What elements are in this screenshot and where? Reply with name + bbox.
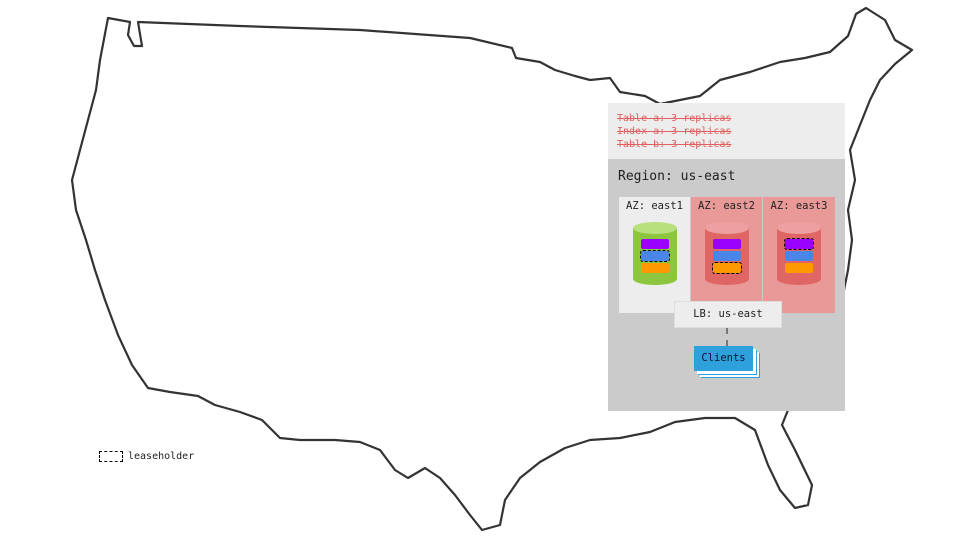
replica-orange-leaseholder — [712, 262, 742, 274]
connector-line — [726, 328, 728, 346]
database-icon — [633, 222, 677, 285]
legend: leaseholder — [99, 451, 194, 462]
clients-box: Clients — [694, 346, 753, 371]
table-item: Table b: 3 replicas — [617, 139, 732, 150]
replica-purple-leaseholder — [784, 238, 814, 250]
leaseholder-dashed-box-icon — [99, 451, 123, 462]
replica-blue — [785, 251, 813, 261]
table-item: Table a: 3 replicas — [617, 113, 732, 124]
replica-orange — [785, 263, 813, 273]
legend-label: leaseholder — [128, 451, 195, 462]
region-panel: Table a: 3 replicas Index a: 3 replicas … — [608, 103, 845, 411]
database-icon — [777, 222, 821, 285]
replica-orange — [641, 263, 669, 273]
az-east3: AZ: east3 — [763, 197, 835, 313]
table-item: Index a: 3 replicas — [617, 126, 732, 137]
load-balancer: LB: us-east — [674, 301, 782, 328]
az-east1: AZ: east1 — [619, 197, 690, 313]
az-label: AZ: east1 — [626, 200, 683, 212]
tables-list: Table a: 3 replicas Index a: 3 replicas … — [608, 103, 845, 159]
az-east2: AZ: east2 — [691, 197, 762, 313]
replica-blue-leaseholder — [640, 250, 670, 262]
replica-blue — [713, 251, 741, 261]
replica-purple — [641, 239, 669, 249]
database-icon — [705, 222, 749, 285]
az-label: AZ: east3 — [770, 200, 828, 212]
az-label: AZ: east2 — [698, 200, 755, 212]
replica-purple — [713, 239, 741, 249]
region-label: Region: us-east — [618, 169, 736, 184]
